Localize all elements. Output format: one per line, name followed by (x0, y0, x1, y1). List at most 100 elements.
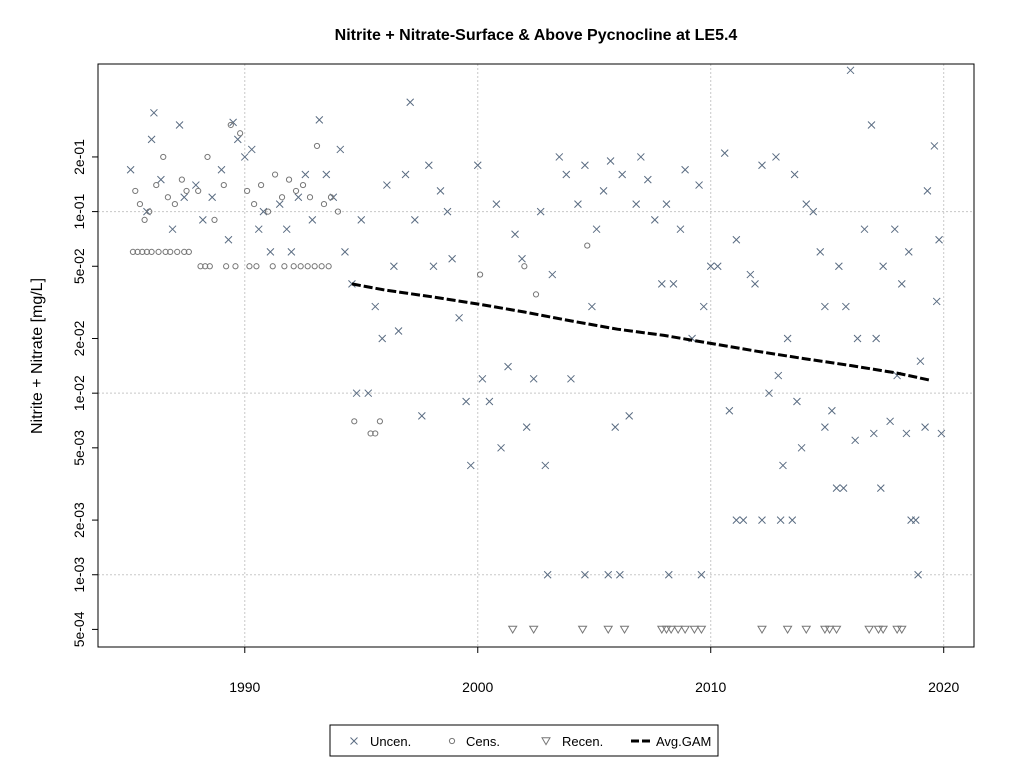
censored-point (334, 208, 342, 215)
y-axis-label: Nitrite + Nitrate [mg/L] (29, 278, 46, 434)
legend-uncensored-symbol (350, 737, 358, 745)
uncensored-point (907, 516, 915, 524)
censored-point (167, 248, 174, 255)
uncensored-point (765, 389, 773, 398)
recensored-point (577, 625, 588, 634)
x-tick-label: 2000 (462, 679, 493, 695)
uncensored-point (879, 262, 887, 271)
uncensored-point (788, 516, 797, 524)
uncensored-point (478, 374, 487, 383)
uncensored-point (394, 327, 403, 335)
censored-point (237, 130, 244, 137)
censored-point (476, 271, 484, 278)
x-axis: 1990 2000 2010 2020 (229, 647, 959, 695)
legend-box (329, 724, 719, 757)
uncensored-point (713, 262, 722, 271)
uncensored-point (935, 235, 943, 244)
uncensored-point (492, 200, 501, 208)
uncensored-point (897, 280, 906, 288)
recensored-point (801, 625, 812, 634)
recensored-point (831, 625, 842, 634)
uncensored-point (287, 248, 296, 256)
recensored-point (873, 625, 884, 634)
uncensored-point (275, 200, 284, 208)
y-tick-label: 5e-03 (71, 430, 87, 466)
censored-point (148, 248, 155, 255)
censored-point (232, 263, 239, 270)
uncensored-point (772, 153, 780, 161)
uncensored-point (417, 412, 426, 420)
uncensored-point (839, 484, 848, 492)
censored-point (351, 418, 358, 425)
uncensored-point (851, 436, 860, 445)
uncensored-point (371, 302, 380, 311)
uncensored-point (352, 389, 361, 398)
uncensored-point (604, 570, 613, 579)
uncensored-point (797, 443, 806, 452)
uncensored-point (816, 248, 825, 256)
censored-point (246, 263, 253, 270)
uncensored-point (224, 235, 233, 244)
censored-point (146, 208, 153, 215)
uncensored-point (455, 313, 463, 322)
uncensored-point (424, 161, 433, 170)
y-tick-label: 2e-03 (71, 502, 87, 538)
uncensored-point (157, 175, 165, 184)
uncensored-point (511, 230, 519, 239)
uncensored-point (401, 170, 410, 179)
uncensored-point (322, 170, 331, 179)
grid-lines (98, 64, 974, 647)
censored-point (269, 263, 276, 270)
uncensored-point (406, 98, 415, 107)
recensored-point (782, 625, 793, 634)
uncensored-point (860, 225, 869, 234)
uncensored-point (150, 108, 158, 117)
uncensored-point (720, 149, 729, 157)
censored-point (290, 263, 297, 270)
uncensored-point (793, 397, 801, 406)
censored-point (532, 291, 540, 298)
censored-point (162, 248, 169, 255)
uncensored-point (916, 357, 925, 366)
censored-point (521, 263, 528, 270)
uncensored-point (168, 225, 177, 234)
y-tick-label: 2e-01 (71, 139, 87, 175)
x-tick-label: 1990 (229, 679, 260, 695)
censored-point (183, 187, 190, 195)
uncensored-point (233, 135, 242, 144)
censored-point (299, 181, 307, 189)
uncensored-point (779, 461, 787, 470)
uncensored-point (126, 165, 135, 174)
censored-point (202, 263, 209, 270)
y-tick-label: 5e-02 (71, 248, 87, 284)
uncensored-point (581, 161, 589, 170)
censored-point (220, 181, 227, 189)
uncensored-point (240, 153, 249, 161)
uncensored-point (529, 374, 538, 383)
uncensored-point (485, 397, 494, 406)
censored-point (185, 248, 192, 255)
uncensored-point (802, 200, 811, 208)
censored-point (223, 263, 230, 270)
uncensored-point (625, 412, 634, 420)
recensored-point (824, 625, 835, 634)
uncensored-point (315, 116, 324, 124)
uncensored-point (832, 484, 841, 492)
uncensored-point (383, 181, 391, 189)
uncensored-point (746, 270, 755, 279)
uncensored-point (732, 516, 741, 524)
uncensored-point (308, 216, 317, 224)
censored-point (197, 263, 204, 270)
censored-point (281, 263, 288, 270)
censored-point (325, 263, 332, 270)
recensored-point (528, 625, 539, 634)
uncensored-point (259, 207, 268, 216)
x-tick-label: 2020 (928, 679, 959, 695)
censored-point (164, 194, 171, 201)
censored-point (195, 187, 202, 195)
uncensored-point (336, 145, 345, 154)
uncensored-point (282, 225, 291, 234)
uncensored-point (632, 200, 641, 208)
